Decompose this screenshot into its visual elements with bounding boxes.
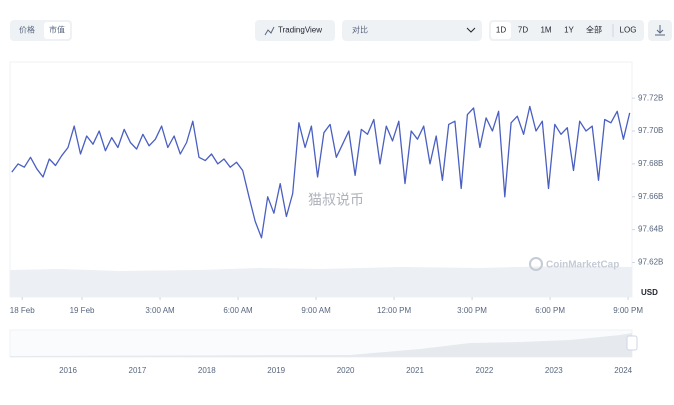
range-button[interactable]: 1D (496, 26, 506, 35)
year-label: 2020 (337, 366, 355, 375)
tradingview-button[interactable] (255, 20, 335, 41)
watermark: 猫叔说币 (308, 192, 364, 208)
compare-label[interactable]: 对比 (352, 25, 368, 35)
y-tick-label: 97.66B (638, 192, 663, 201)
currency-label: USD (641, 288, 658, 297)
chevron (466, 27, 476, 33)
range-active[interactable] (491, 22, 511, 39)
y-tick-label: 97.70B (638, 126, 663, 135)
x-tick-label: 6:00 AM (223, 306, 253, 315)
range-button[interactable]: 1M (540, 26, 551, 35)
brand: CoinMarketCap (546, 260, 619, 271)
year-label: 2022 (476, 366, 494, 375)
brand-logo (529, 257, 543, 271)
year-label: 2016 (59, 366, 77, 375)
navigator-handle[interactable] (626, 335, 638, 351)
price-line (11, 105, 631, 239)
year-label: 2017 (129, 366, 147, 375)
log-button[interactable]: LOG (620, 26, 637, 35)
x-tick-label: 6:00 PM (535, 306, 565, 315)
tradingview-label[interactable]: TradingView (278, 26, 322, 35)
x-tick-label: 18 Feb (10, 306, 35, 315)
range-button[interactable]: 1Y (564, 26, 574, 35)
x-tick-label: 3:00 PM (457, 306, 487, 315)
y-tick-label: 97.68B (638, 159, 663, 168)
tab-active[interactable] (44, 22, 70, 39)
tab[interactable]: 市值 (49, 25, 65, 35)
x-tick-label: 9:00 PM (613, 306, 643, 315)
year-label: 2018 (198, 366, 216, 375)
compare-dropdown[interactable] (342, 20, 482, 41)
year-label: 2024 (614, 366, 632, 375)
x-tick-label: 9:00 AM (301, 306, 331, 315)
y-tick-label: 97.64B (638, 225, 663, 234)
icon (264, 26, 275, 36)
y-tick-label: 97.72B (638, 93, 663, 102)
year-label: 2023 (545, 366, 563, 375)
volume-area (10, 266, 632, 297)
range-button[interactable]: 7D (518, 26, 528, 35)
year-label: 2021 (406, 366, 424, 375)
x-tick-label: 12:00 PM (377, 306, 412, 315)
range-group (489, 20, 644, 41)
download-icon (655, 25, 665, 36)
x-tick-label: 19 Feb (70, 306, 95, 315)
year-label: 2019 (267, 366, 285, 375)
navigator-area (10, 333, 632, 357)
y-tick-label: 97.62B (638, 258, 663, 267)
range-button[interactable]: 全部 (586, 25, 602, 35)
tab[interactable]: 价格 (19, 25, 35, 35)
x-tick-label: 3:00 AM (145, 306, 175, 315)
plot-frame (9, 61, 633, 298)
